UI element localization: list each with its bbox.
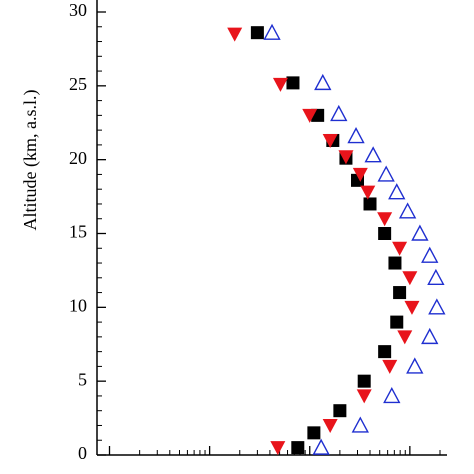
marker [377,212,393,227]
marker [333,404,347,418]
marker [388,256,402,270]
marker [397,330,413,345]
marker [421,327,439,345]
y-tick-label: 15 [69,222,87,242]
marker [347,127,365,144]
marker [263,23,281,40]
marker [428,298,446,315]
marker [357,374,371,388]
marker [250,26,264,40]
marker [270,441,286,456]
marker [421,246,439,263]
marker [312,438,330,455]
marker [393,286,407,300]
marker [360,185,376,200]
marker [272,77,288,92]
marker [322,418,338,433]
y-tick-label: 5 [78,369,87,389]
marker [382,359,398,374]
marker [406,357,424,374]
marker [378,227,392,240]
y-tick-label: 30 [69,0,87,20]
marker [377,165,395,182]
marker [392,241,408,256]
marker [402,271,418,286]
marker [364,146,382,163]
marker [307,426,321,440]
marker [378,345,392,359]
marker [314,73,332,91]
marker [383,386,401,404]
marker [388,183,406,200]
marker [427,268,445,285]
y-axis-label: Altitude (km, a.s.l.) [20,90,41,231]
marker [404,300,420,315]
marker [351,416,369,433]
y-tick-label: 0 [78,443,87,463]
marker [411,224,429,241]
marker [338,150,354,165]
marker [352,167,368,182]
marker [322,133,338,148]
marker [286,76,300,90]
marker [330,104,348,122]
marker [356,389,372,404]
marker [302,108,318,123]
marker [363,197,377,211]
marker [291,441,305,455]
y-tick-label: 20 [69,148,87,168]
marker [390,315,404,329]
y-tick-label: 25 [69,74,87,94]
y-tick-label: 10 [69,295,87,315]
marker [398,202,417,219]
marker [227,27,243,42]
